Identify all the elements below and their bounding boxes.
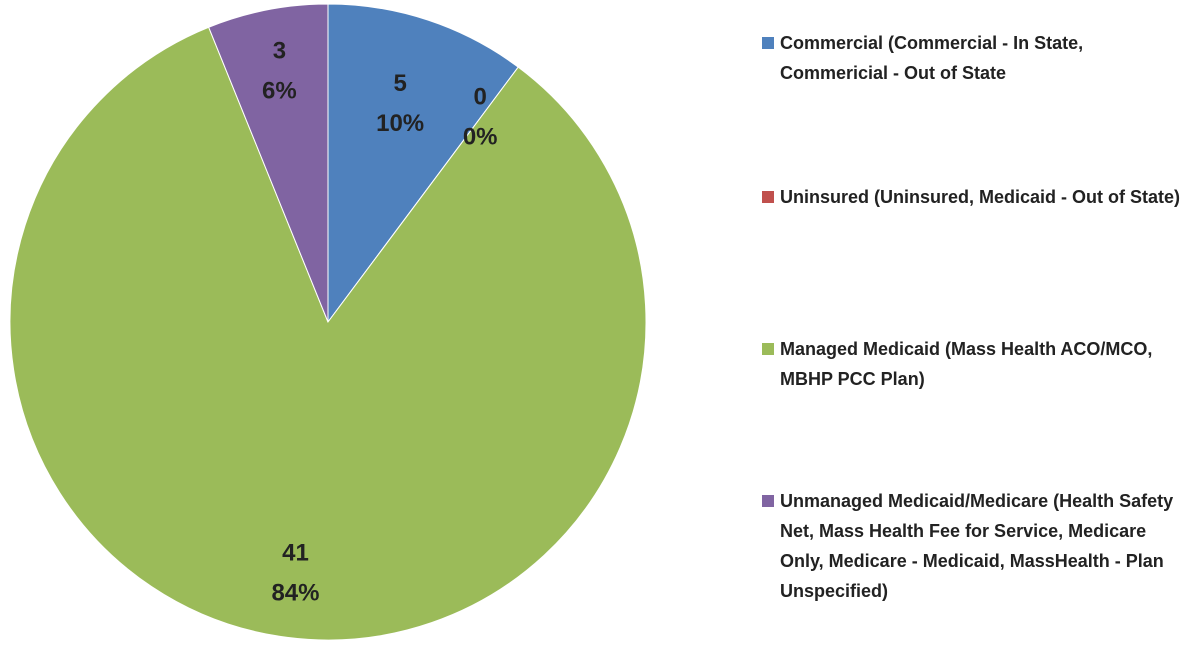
- legend-swatch: [762, 495, 774, 507]
- legend-label: Unmanaged Medicaid/Medicare (Health Safe…: [780, 491, 1174, 601]
- legend-swatch: [762, 343, 774, 355]
- legend-item: Commercial (Commercial - In State, Comme…: [762, 28, 1194, 88]
- legend-item: Uninsured (Uninsured, Medicaid - Out of …: [762, 182, 1194, 212]
- legend-swatch: [762, 191, 774, 203]
- data-label-value: 5: [393, 70, 406, 97]
- data-label-value: 3: [273, 38, 286, 65]
- pie-slice: [327, 3, 519, 324]
- data-label-value: 0: [473, 83, 486, 110]
- legend-label: Managed Medicaid (Mass Health ACO/MCO, M…: [780, 339, 1153, 389]
- legend-item: Managed Medicaid (Mass Health ACO/MCO, M…: [762, 334, 1194, 394]
- legend-item: Unmanaged Medicaid/Medicare (Health Safe…: [762, 486, 1194, 606]
- pie-slice: [208, 3, 329, 323]
- pie-slice: [9, 26, 647, 641]
- legend-label: Commercial (Commercial - In State, Comme…: [780, 33, 1084, 83]
- data-label-value: 41: [282, 540, 309, 567]
- data-label-percent: 10%: [376, 110, 424, 137]
- legend-label: Uninsured (Uninsured, Medicaid - Out of …: [780, 187, 1181, 207]
- data-label-percent: 84%: [271, 580, 319, 607]
- data-label-percent: 6%: [262, 78, 297, 105]
- data-label-percent: 0%: [463, 123, 498, 150]
- legend-swatch: [762, 37, 774, 49]
- chart: 5 10% 0 0% 41 84% 3 6%: [9, 3, 647, 641]
